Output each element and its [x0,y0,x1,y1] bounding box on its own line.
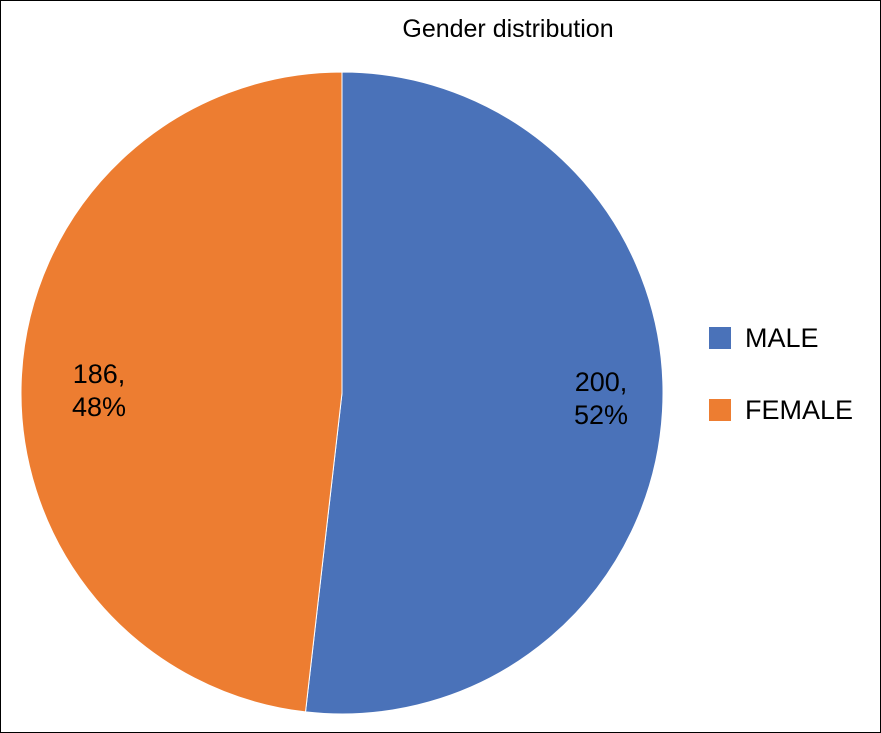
legend-swatch-male [709,327,731,349]
data-label-percent-male: 52% [574,400,628,430]
pie-slice-female [20,71,343,713]
data-label-percent-female: 48% [72,392,126,422]
legend-item-female: FEMALE [709,391,853,429]
pie-slices [20,71,664,715]
pie-slice-male [304,71,664,715]
data-label-value-male: 200, [575,367,628,397]
data-label-value-female: 186, [73,359,126,389]
legend-label-female: FEMALE [745,394,854,425]
legend-item-male: MALE [709,319,853,357]
legend-label-male: MALE [745,322,819,353]
legend-swatch-female [709,399,731,421]
pie-data-labels: 200,52% 186,48% [72,359,628,430]
legend: MALE FEMALE [709,319,853,463]
